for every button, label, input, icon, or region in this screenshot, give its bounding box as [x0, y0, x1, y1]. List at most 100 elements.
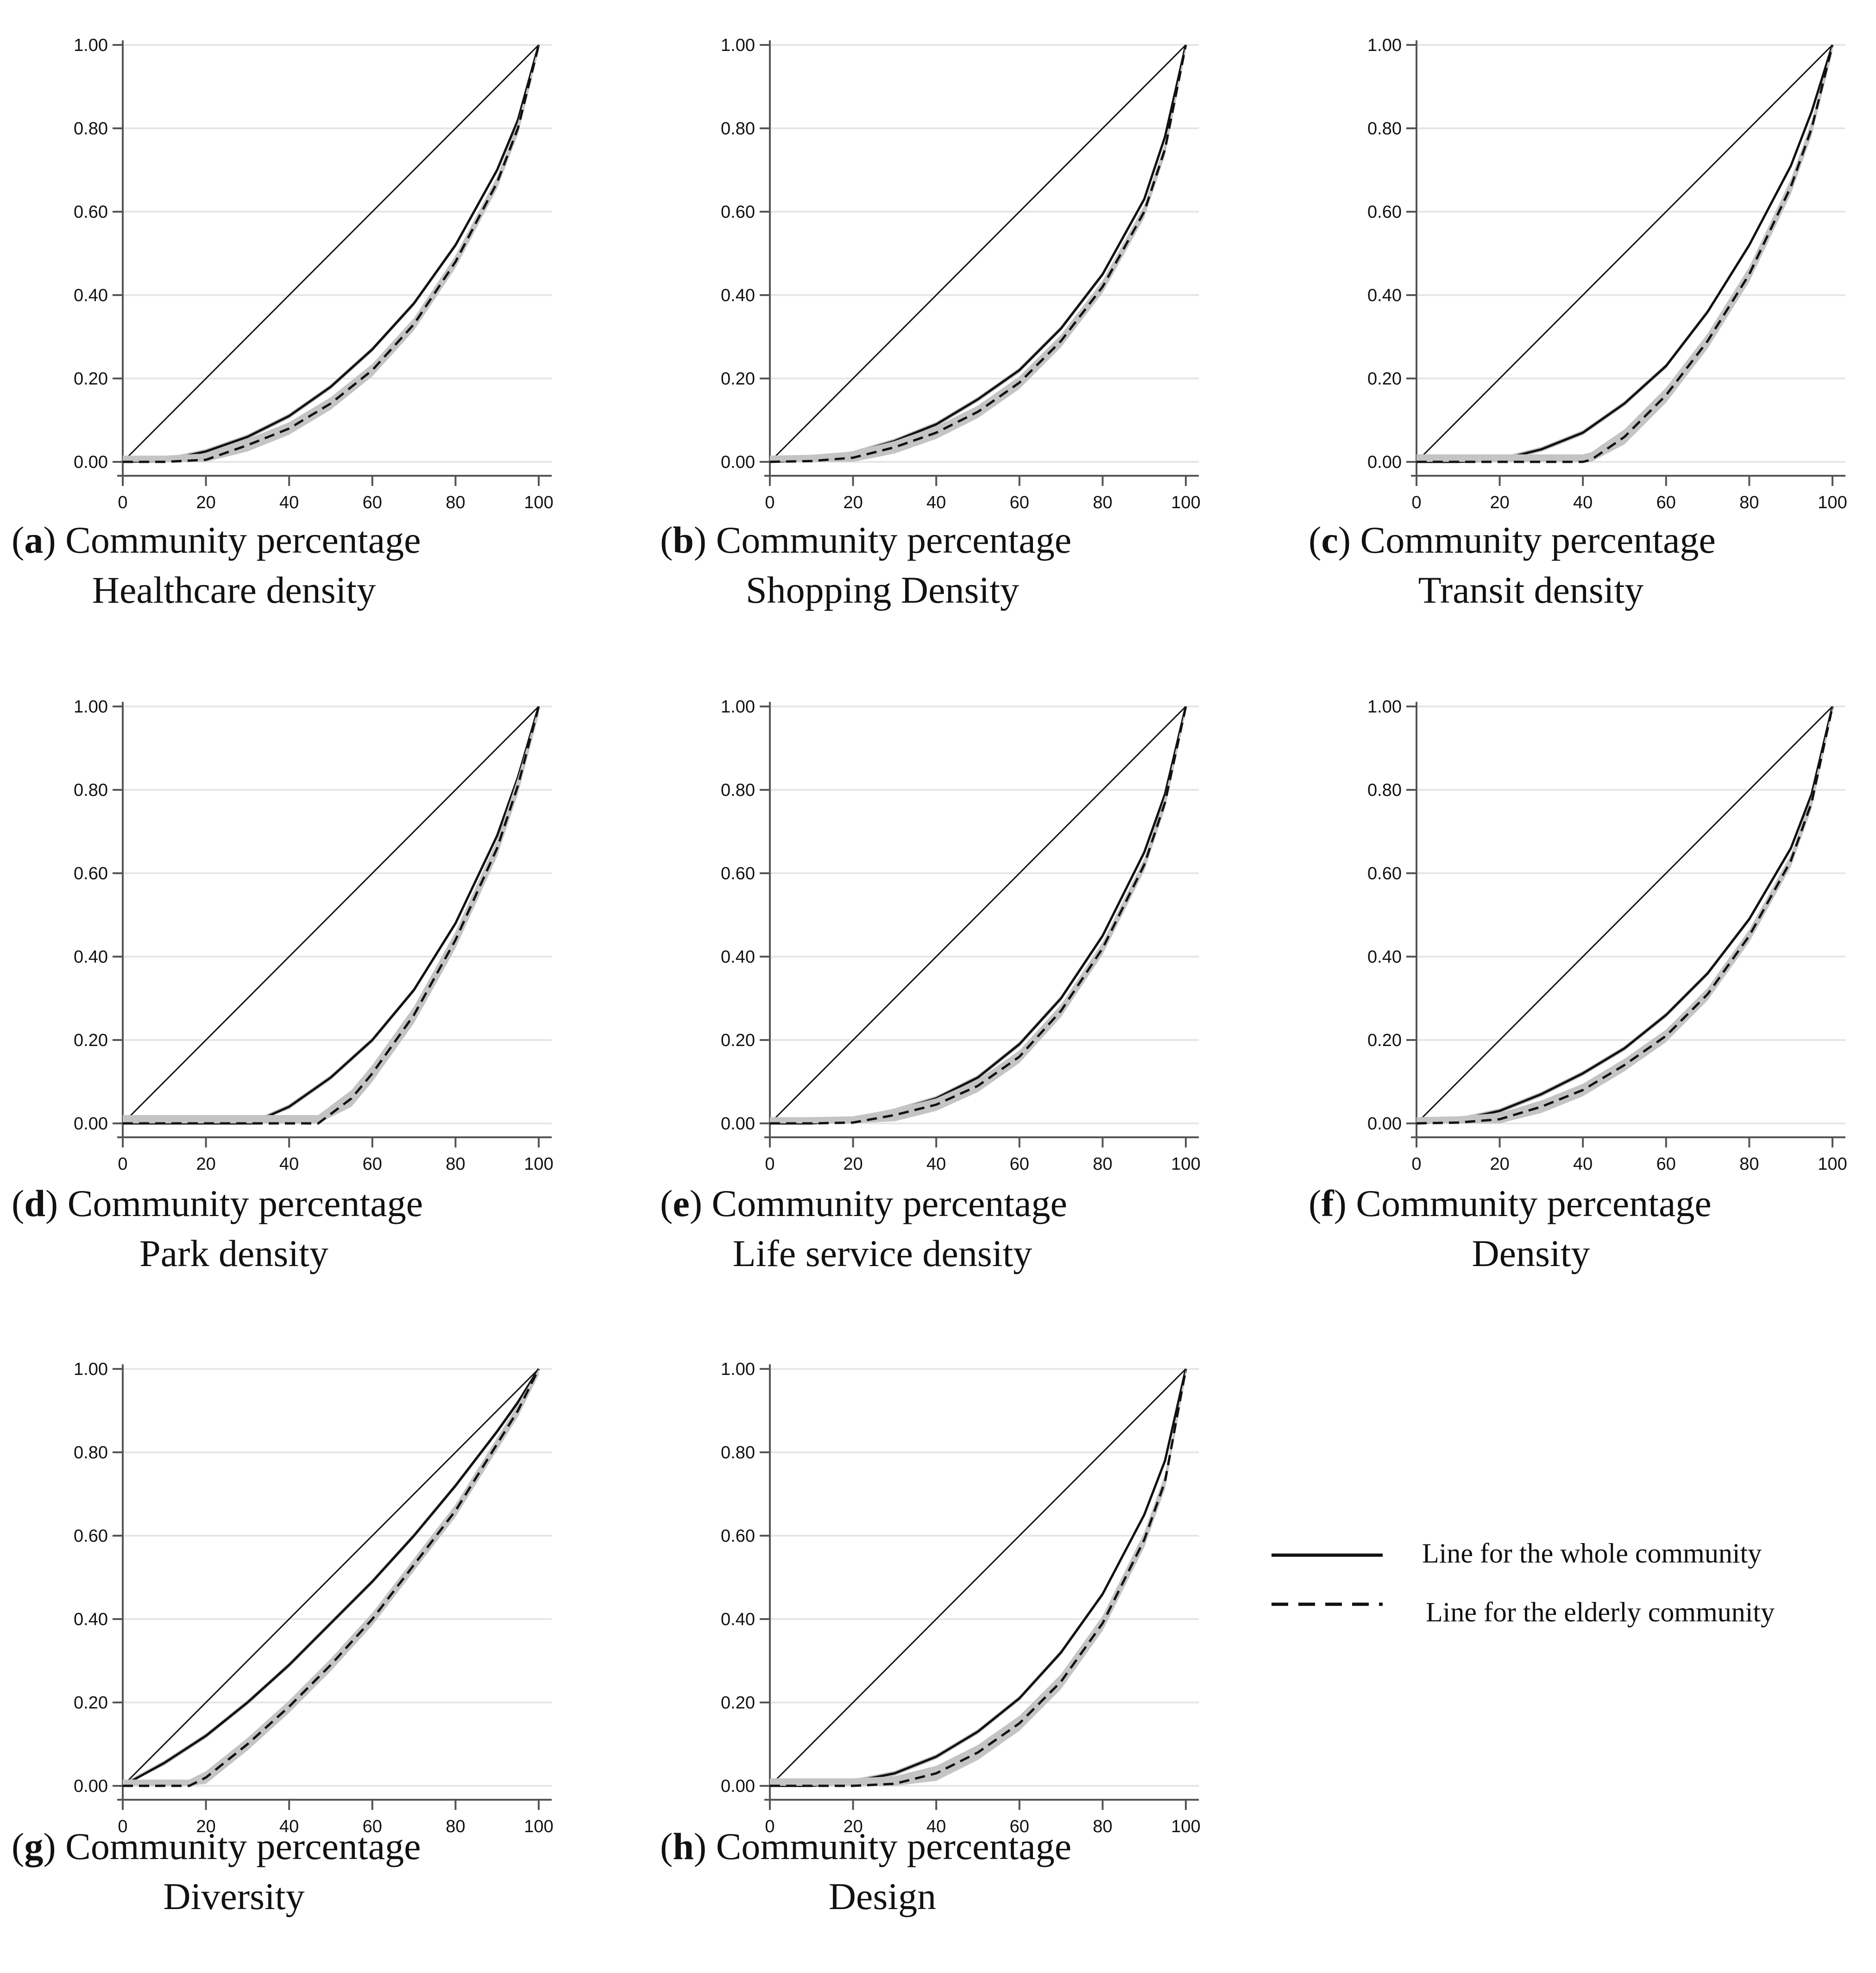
x-tick-label: 40 — [279, 493, 299, 512]
y-tick-label: 0.80 — [1367, 781, 1402, 800]
y-tick-label: 0.40 — [721, 286, 755, 305]
caption-line-1: (f) Community percentage — [1309, 1182, 1712, 1224]
x-tick-label: 60 — [363, 493, 382, 512]
caption-letter: c — [1321, 519, 1338, 561]
x-tick-label: 40 — [1573, 1154, 1593, 1174]
y-tick-label: 0.20 — [1367, 369, 1402, 389]
x-tick-label: 80 — [1739, 493, 1759, 512]
chart-caption-b: (b) Community percentage Shopping Density — [660, 515, 1262, 615]
y-tick-label: 0.40 — [1367, 947, 1402, 967]
y-tick-label: 0.60 — [721, 1526, 755, 1546]
y-tick-label: 0.60 — [721, 202, 755, 222]
caption-line-1: (c) Community percentage — [1309, 519, 1716, 561]
y-tick-label: 0.80 — [721, 781, 755, 800]
caption-line-2: Life service density — [732, 1232, 1032, 1274]
y-tick-label: 0.60 — [74, 202, 108, 222]
x-tick-label: 80 — [446, 1154, 465, 1174]
y-tick-label: 0.00 — [74, 1777, 108, 1796]
equality-line — [122, 706, 540, 1124]
caption-letter: a — [24, 519, 44, 561]
x-tick-label: 40 — [1573, 493, 1593, 512]
equality-line — [122, 44, 540, 463]
x-tick-label: 20 — [843, 1154, 862, 1174]
chart-panel-b: 0.00 0.20 0.40 0.60 0.80 1.00 0 20 40 60 80 100 — [721, 36, 1201, 512]
elderly-community-line — [123, 1368, 540, 1787]
caption-line-2: Shopping Density — [746, 569, 1019, 611]
y-tick-label: 1.00 — [721, 697, 755, 717]
elderly-community-line — [123, 44, 540, 463]
y-tick-label: 1.00 — [721, 1360, 755, 1379]
y-tick-label: 0.40 — [74, 1610, 108, 1629]
x-tick-label: 40 — [926, 493, 946, 512]
x-tick-label: 20 — [196, 1154, 215, 1174]
elderly-community-line — [123, 706, 540, 1125]
caption-line-1: (b) Community percentage — [660, 519, 1072, 561]
x-tick-label: 20 — [1490, 493, 1509, 512]
whole-community-line — [122, 44, 540, 463]
equality-line — [769, 44, 1187, 463]
y-tick-label: 0.20 — [721, 369, 755, 389]
caption-letter: g — [24, 1825, 44, 1867]
chart-caption-h: (h) Community percentage Design — [660, 1822, 1262, 1922]
elderly-community-line — [769, 44, 1187, 463]
chart-panel-e: 0.00 0.20 0.40 0.60 0.80 1.00 0 20 40 60 80 100 — [721, 697, 1201, 1174]
caption-line-1: (e) Community percentage — [660, 1182, 1067, 1224]
chart-panel-h: 0.00 0.20 0.40 0.60 0.80 1.00 0 20 40 60 80 100 — [721, 1360, 1201, 1836]
y-tick-label: 0.80 — [74, 781, 108, 800]
x-tick-label: 20 — [843, 1817, 862, 1836]
x-tick-label: 100 — [524, 1154, 553, 1174]
chart-caption-a: (a) Community percentage Healthcare densi… — [12, 515, 614, 615]
x-tick-label: 60 — [1656, 1154, 1676, 1174]
caption-line-2: Healthcare density — [92, 569, 376, 611]
equality-line — [122, 1368, 540, 1787]
y-tick-label: 0.00 — [74, 453, 108, 472]
chart-panel-a: 0.00 0.20 0.40 0.60 0.80 1.00 0 20 40 60 80 100 — [74, 36, 554, 512]
x-tick-label: 0 — [765, 1817, 774, 1836]
caption-line-2: Diversity — [163, 1875, 305, 1917]
x-tick-label: 20 — [196, 1817, 215, 1836]
x-tick-label: 60 — [1010, 1154, 1029, 1174]
equality-line — [769, 1368, 1187, 1787]
equality-line — [769, 706, 1187, 1124]
chart-panel-f: 0.00 0.20 0.40 0.60 0.80 1.00 0 20 40 60 80 100 — [1367, 697, 1847, 1174]
x-tick-label: 0 — [118, 1154, 127, 1174]
y-tick-label: 0.40 — [74, 947, 108, 967]
x-tick-label: 0 — [118, 493, 127, 512]
y-tick-label: 1.00 — [74, 1360, 108, 1379]
equality-line — [1416, 44, 1833, 463]
elderly-community-line — [1416, 706, 1834, 1125]
x-tick-label: 60 — [363, 1817, 382, 1836]
y-tick-label: 0.00 — [1367, 1114, 1402, 1134]
x-tick-label: 0 — [765, 493, 774, 512]
y-tick-label: 0.80 — [74, 119, 108, 139]
caption-line-1: (d) Community percentage — [12, 1182, 423, 1224]
chart-caption-c: (c) Community percentage Transit density — [1309, 515, 1876, 615]
x-tick-label: 100 — [1171, 1817, 1200, 1836]
chart-caption-g: (g) Community percentage Diversity — [12, 1822, 614, 1922]
chart-panel-c: 0.00 0.20 0.40 0.60 0.80 1.00 0 20 40 60 80 100 — [1367, 36, 1847, 512]
y-tick-label: 0.60 — [74, 864, 108, 883]
x-tick-label: 40 — [279, 1817, 299, 1836]
y-tick-label: 1.00 — [74, 36, 108, 55]
x-tick-label: 60 — [1656, 493, 1676, 512]
x-tick-label: 100 — [1818, 493, 1847, 512]
y-tick-label: 0.40 — [74, 286, 108, 305]
whole-community-line — [122, 1368, 540, 1787]
chart-legend: Line for the whole community Line for th… — [1272, 1538, 1775, 1627]
x-tick-label: 0 — [1411, 1154, 1421, 1174]
y-tick-label: 1.00 — [74, 697, 108, 717]
chart-caption-e: (e) Community percentage Life service den… — [660, 1179, 1262, 1279]
y-tick-label: 0.20 — [1367, 1031, 1402, 1050]
chart-panel-g: 0.00 0.20 0.40 0.60 0.80 1.00 0 20 40 60 80 100 — [74, 1360, 554, 1836]
legend-label-elderly: Line for the elderly community — [1426, 1597, 1775, 1627]
y-tick-label: 0.20 — [74, 1693, 108, 1713]
caption-line-1: (a) Community percentage — [12, 519, 421, 561]
elderly-community-line — [1416, 44, 1834, 463]
chart-panel-d: 0.00 0.20 0.40 0.60 0.80 1.00 0 20 40 60 80 100 — [74, 697, 554, 1174]
y-tick-label: 0.80 — [1367, 119, 1402, 139]
x-tick-label: 20 — [843, 493, 862, 512]
x-tick-label: 100 — [1171, 1154, 1200, 1174]
y-tick-label: 0.00 — [721, 1777, 755, 1796]
y-tick-label: 0.80 — [74, 1443, 108, 1462]
x-tick-label: 60 — [1010, 493, 1029, 512]
